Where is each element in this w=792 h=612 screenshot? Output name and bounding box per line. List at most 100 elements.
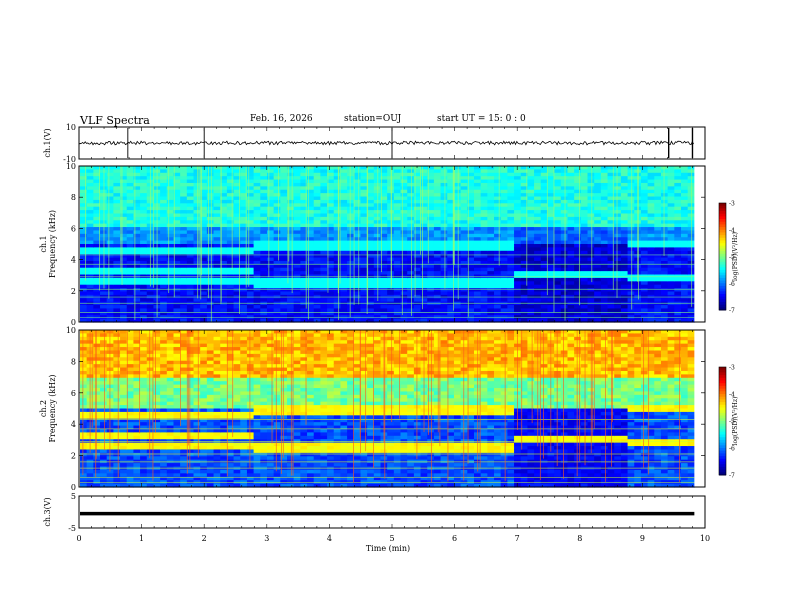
spec2-ytick: 6 — [71, 389, 76, 398]
spec2-colorbar-cell — [719, 402, 726, 406]
spec1-colorbar-cell — [719, 229, 726, 233]
spec1-colorbar-cell — [719, 293, 726, 298]
spec2-colorbar-cell — [719, 391, 726, 395]
spec1-colorbar-cell — [719, 245, 726, 249]
spec1-colorbar-label: log(PSD)(V²/Hz) — [732, 232, 739, 281]
spec1-colorbar-cell — [719, 304, 726, 308]
spec1-colorbar-cell — [719, 299, 726, 303]
spec2-colorbar-tick: -7 — [729, 473, 735, 480]
spec1-colorbar-cell — [719, 205, 726, 209]
x-tick-label: 1 — [139, 534, 144, 543]
chart-title: VLF Spectra — [80, 114, 150, 127]
spec1-colorbar-cell — [719, 261, 726, 266]
spec1-colorbar-cell — [719, 248, 726, 252]
spec2-ylabel: ch.2 — [39, 400, 48, 417]
x-tick-label: 6 — [452, 534, 457, 543]
spec1-colorbar-cell — [719, 275, 726, 279]
x-tick-label: 0 — [76, 534, 81, 543]
spec1-colorbar-cell — [719, 283, 726, 287]
spec2-ytick: 0 — [71, 483, 76, 492]
spec2-colorbar-cell — [719, 431, 726, 435]
date-label: Feb. 16, 2026 — [250, 114, 313, 124]
spec2-colorbar-cell — [719, 464, 726, 468]
spec2-colorbar-cell — [719, 396, 726, 400]
spec2-colorbar-cell — [719, 380, 726, 384]
spec2-colorbar-cell — [719, 421, 726, 425]
spec1-ytick: 6 — [71, 224, 76, 233]
spec1-heatmap — [80, 166, 705, 323]
ch3-ytick: 5 — [71, 492, 76, 501]
spec2-colorbar-cell — [719, 437, 726, 441]
spec1-colorbar-cell — [719, 216, 726, 220]
x-tick-label: 4 — [327, 534, 332, 543]
spec2-ytick: 8 — [71, 357, 76, 366]
spec1-colorbar-cell — [719, 280, 726, 284]
spec1-colorbar-cell — [719, 224, 726, 228]
spec2-colorbar-cell — [719, 469, 726, 473]
spec2-colorbar-tick: -6 — [729, 446, 735, 453]
spec1-colorbar-cell — [719, 253, 726, 257]
ch1-ytick: 10 — [66, 123, 76, 132]
spec1-colorbar-cell — [719, 264, 726, 268]
spec1-ytick: 0 — [71, 318, 76, 327]
spec1-colorbar-tick: -5 — [729, 254, 735, 261]
x-axis-label: Time (min) — [366, 544, 410, 553]
spec1-colorbar-cell — [719, 219, 726, 223]
start-time-label: start UT = 15: 0 : 0 — [437, 114, 526, 124]
spec1-colorbar-cell — [719, 259, 726, 263]
spec2-colorbar-cell — [719, 426, 726, 430]
spec1-colorbar-cell — [719, 256, 726, 260]
spec2-ylabel: Frequency (kHz) — [48, 374, 57, 442]
spec1-colorbar-cell — [719, 267, 726, 271]
spec1-colorbar-cell — [719, 237, 726, 241]
spec2-colorbar-cell — [719, 472, 726, 476]
spec1-colorbar-cell — [719, 307, 726, 311]
spec2-colorbar-frame — [718, 366, 727, 476]
spec2-colorbar-tick: -4 — [729, 392, 735, 399]
spec2-colorbar-cell — [719, 407, 726, 411]
ch1-ylabel: ch.1(V) — [43, 128, 52, 157]
spec2-colorbar-tick: -3 — [729, 365, 735, 372]
spec1-colorbar-tick: -7 — [729, 308, 735, 315]
spec2-colorbar-cell — [719, 448, 726, 452]
spec2-colorbar-cell — [719, 394, 726, 398]
spec2-colorbar-cell — [719, 377, 726, 381]
spec1-ytick: 10 — [66, 162, 76, 171]
spec2-colorbar-cell — [719, 412, 726, 417]
spec1-colorbar-cell — [719, 251, 726, 255]
spec2-colorbar-cell — [719, 410, 726, 414]
spec2-colorbar-cell — [719, 369, 726, 373]
ch3-ylabel: ch.3(V) — [43, 497, 52, 526]
spec2-colorbar-cell — [719, 434, 726, 438]
spec2-colorbar-cell — [719, 445, 726, 449]
spec2-colorbar-cell — [719, 442, 726, 446]
spec2-ytick: 2 — [71, 452, 76, 461]
spec2-colorbar-cell — [719, 466, 726, 471]
x-tick-label: 2 — [202, 534, 207, 543]
spec2-colorbar-cell — [719, 415, 726, 419]
spec2-colorbar-cell — [719, 372, 726, 376]
spec2-colorbar-cell — [719, 423, 726, 427]
spec1-ylabel: Frequency (kHz) — [48, 210, 57, 278]
spec1-ylabel: ch.1 — [39, 235, 48, 252]
ch3-ytick: -5 — [68, 524, 76, 533]
spec2-colorbar-cell — [719, 399, 726, 403]
spec2-colorbar-cell — [719, 404, 726, 408]
spec1-colorbar-cell — [719, 243, 726, 247]
spec1-colorbar-cell — [719, 227, 726, 231]
spec2-colorbar-label: log(PSD)(V²/Hz) — [732, 397, 739, 446]
spec1-colorbar-tick: -6 — [729, 281, 735, 288]
x-tick-label: 7 — [515, 534, 520, 543]
spec1-colorbar-cell — [719, 277, 726, 282]
spec1-colorbar-cell — [719, 301, 726, 306]
spec1-colorbar-cell — [719, 203, 726, 207]
spec1-colorbar-tick: -3 — [729, 201, 735, 208]
spec2-colorbar-cell — [719, 456, 726, 460]
spec1-colorbar-cell — [719, 285, 726, 290]
ch1-ytick: -10 — [63, 155, 76, 164]
spec2-colorbar-cell — [719, 453, 726, 457]
spec1-colorbar-cell — [719, 269, 726, 274]
spec2-colorbar-tick: -5 — [729, 419, 735, 426]
spec2-colorbar-cell — [719, 461, 726, 465]
spec2-colorbar-cell — [719, 439, 726, 444]
